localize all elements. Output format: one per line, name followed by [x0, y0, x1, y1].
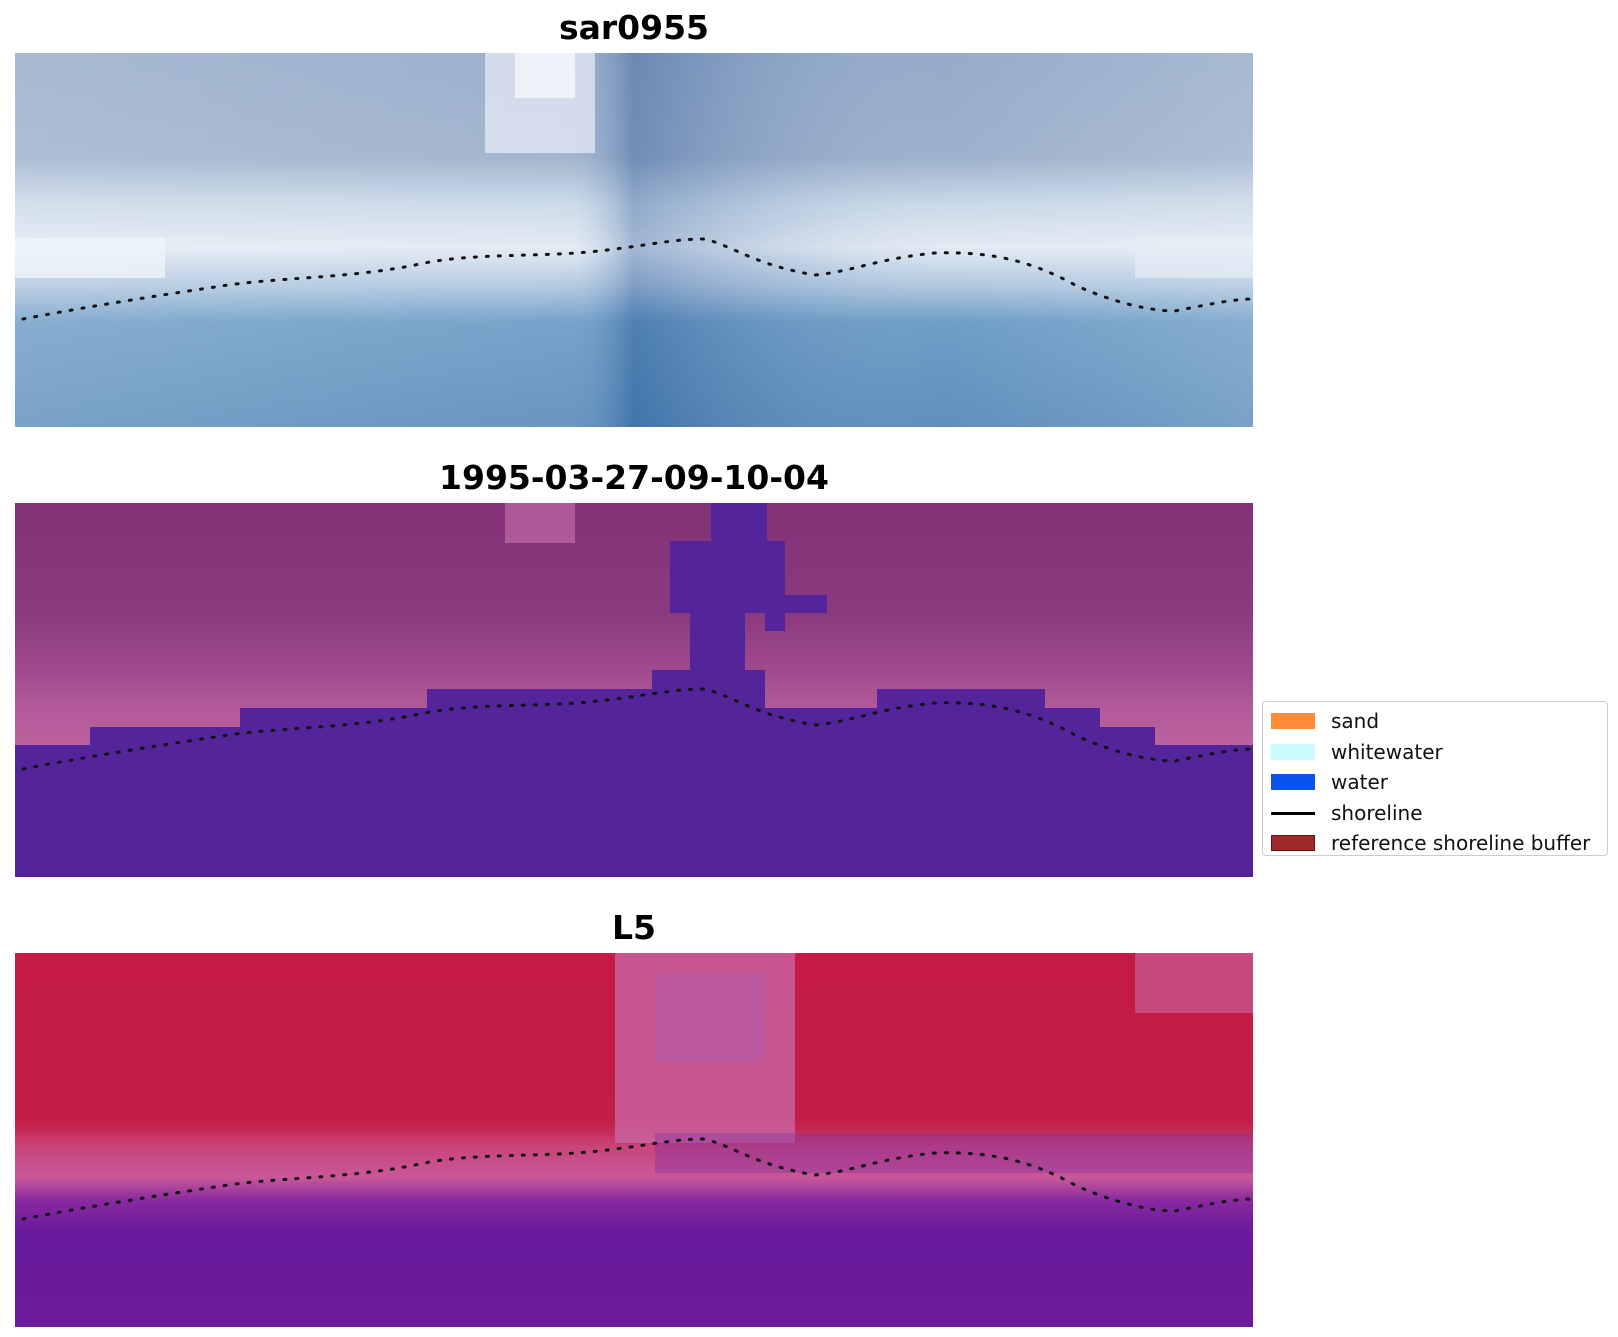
legend-item-water: water — [1263, 767, 1607, 798]
shoreline-dotted — [21, 237, 1253, 321]
legend-label: shoreline — [1331, 800, 1423, 825]
legend: sand whitewater water shoreline referenc… — [1262, 701, 1608, 856]
water-swatch — [1271, 774, 1315, 791]
reference-buffer-swatch — [1271, 835, 1315, 852]
whitewater-swatch — [1271, 743, 1315, 760]
shoreline-dotted — [21, 1137, 1253, 1221]
legend-label: sand — [1331, 709, 1380, 734]
panel-title-date: 1995-03-27-09-10-04 — [439, 458, 829, 497]
legend-label: water — [1331, 770, 1388, 795]
classified-image — [15, 503, 1253, 877]
legend-label: reference shoreline buffer — [1331, 831, 1591, 856]
satellite-image-rgb — [15, 53, 1253, 427]
legend-item-sand: sand — [1263, 706, 1607, 737]
false-color-image — [15, 953, 1253, 1327]
legend-item-whitewater: whitewater — [1263, 737, 1607, 768]
sand-swatch — [1271, 713, 1315, 730]
panel-title-sensor: L5 — [612, 908, 656, 947]
legend-item-shoreline: shoreline — [1263, 798, 1607, 829]
panel-title-sar: sar0955 — [558, 8, 710, 47]
shoreline-dotted — [21, 687, 1253, 771]
legend-label: whitewater — [1331, 739, 1443, 764]
water-class-region — [15, 503, 1253, 877]
legend-item-reference-buffer: reference shoreline buffer — [1263, 828, 1607, 859]
shoreline-swatch — [1271, 811, 1315, 815]
